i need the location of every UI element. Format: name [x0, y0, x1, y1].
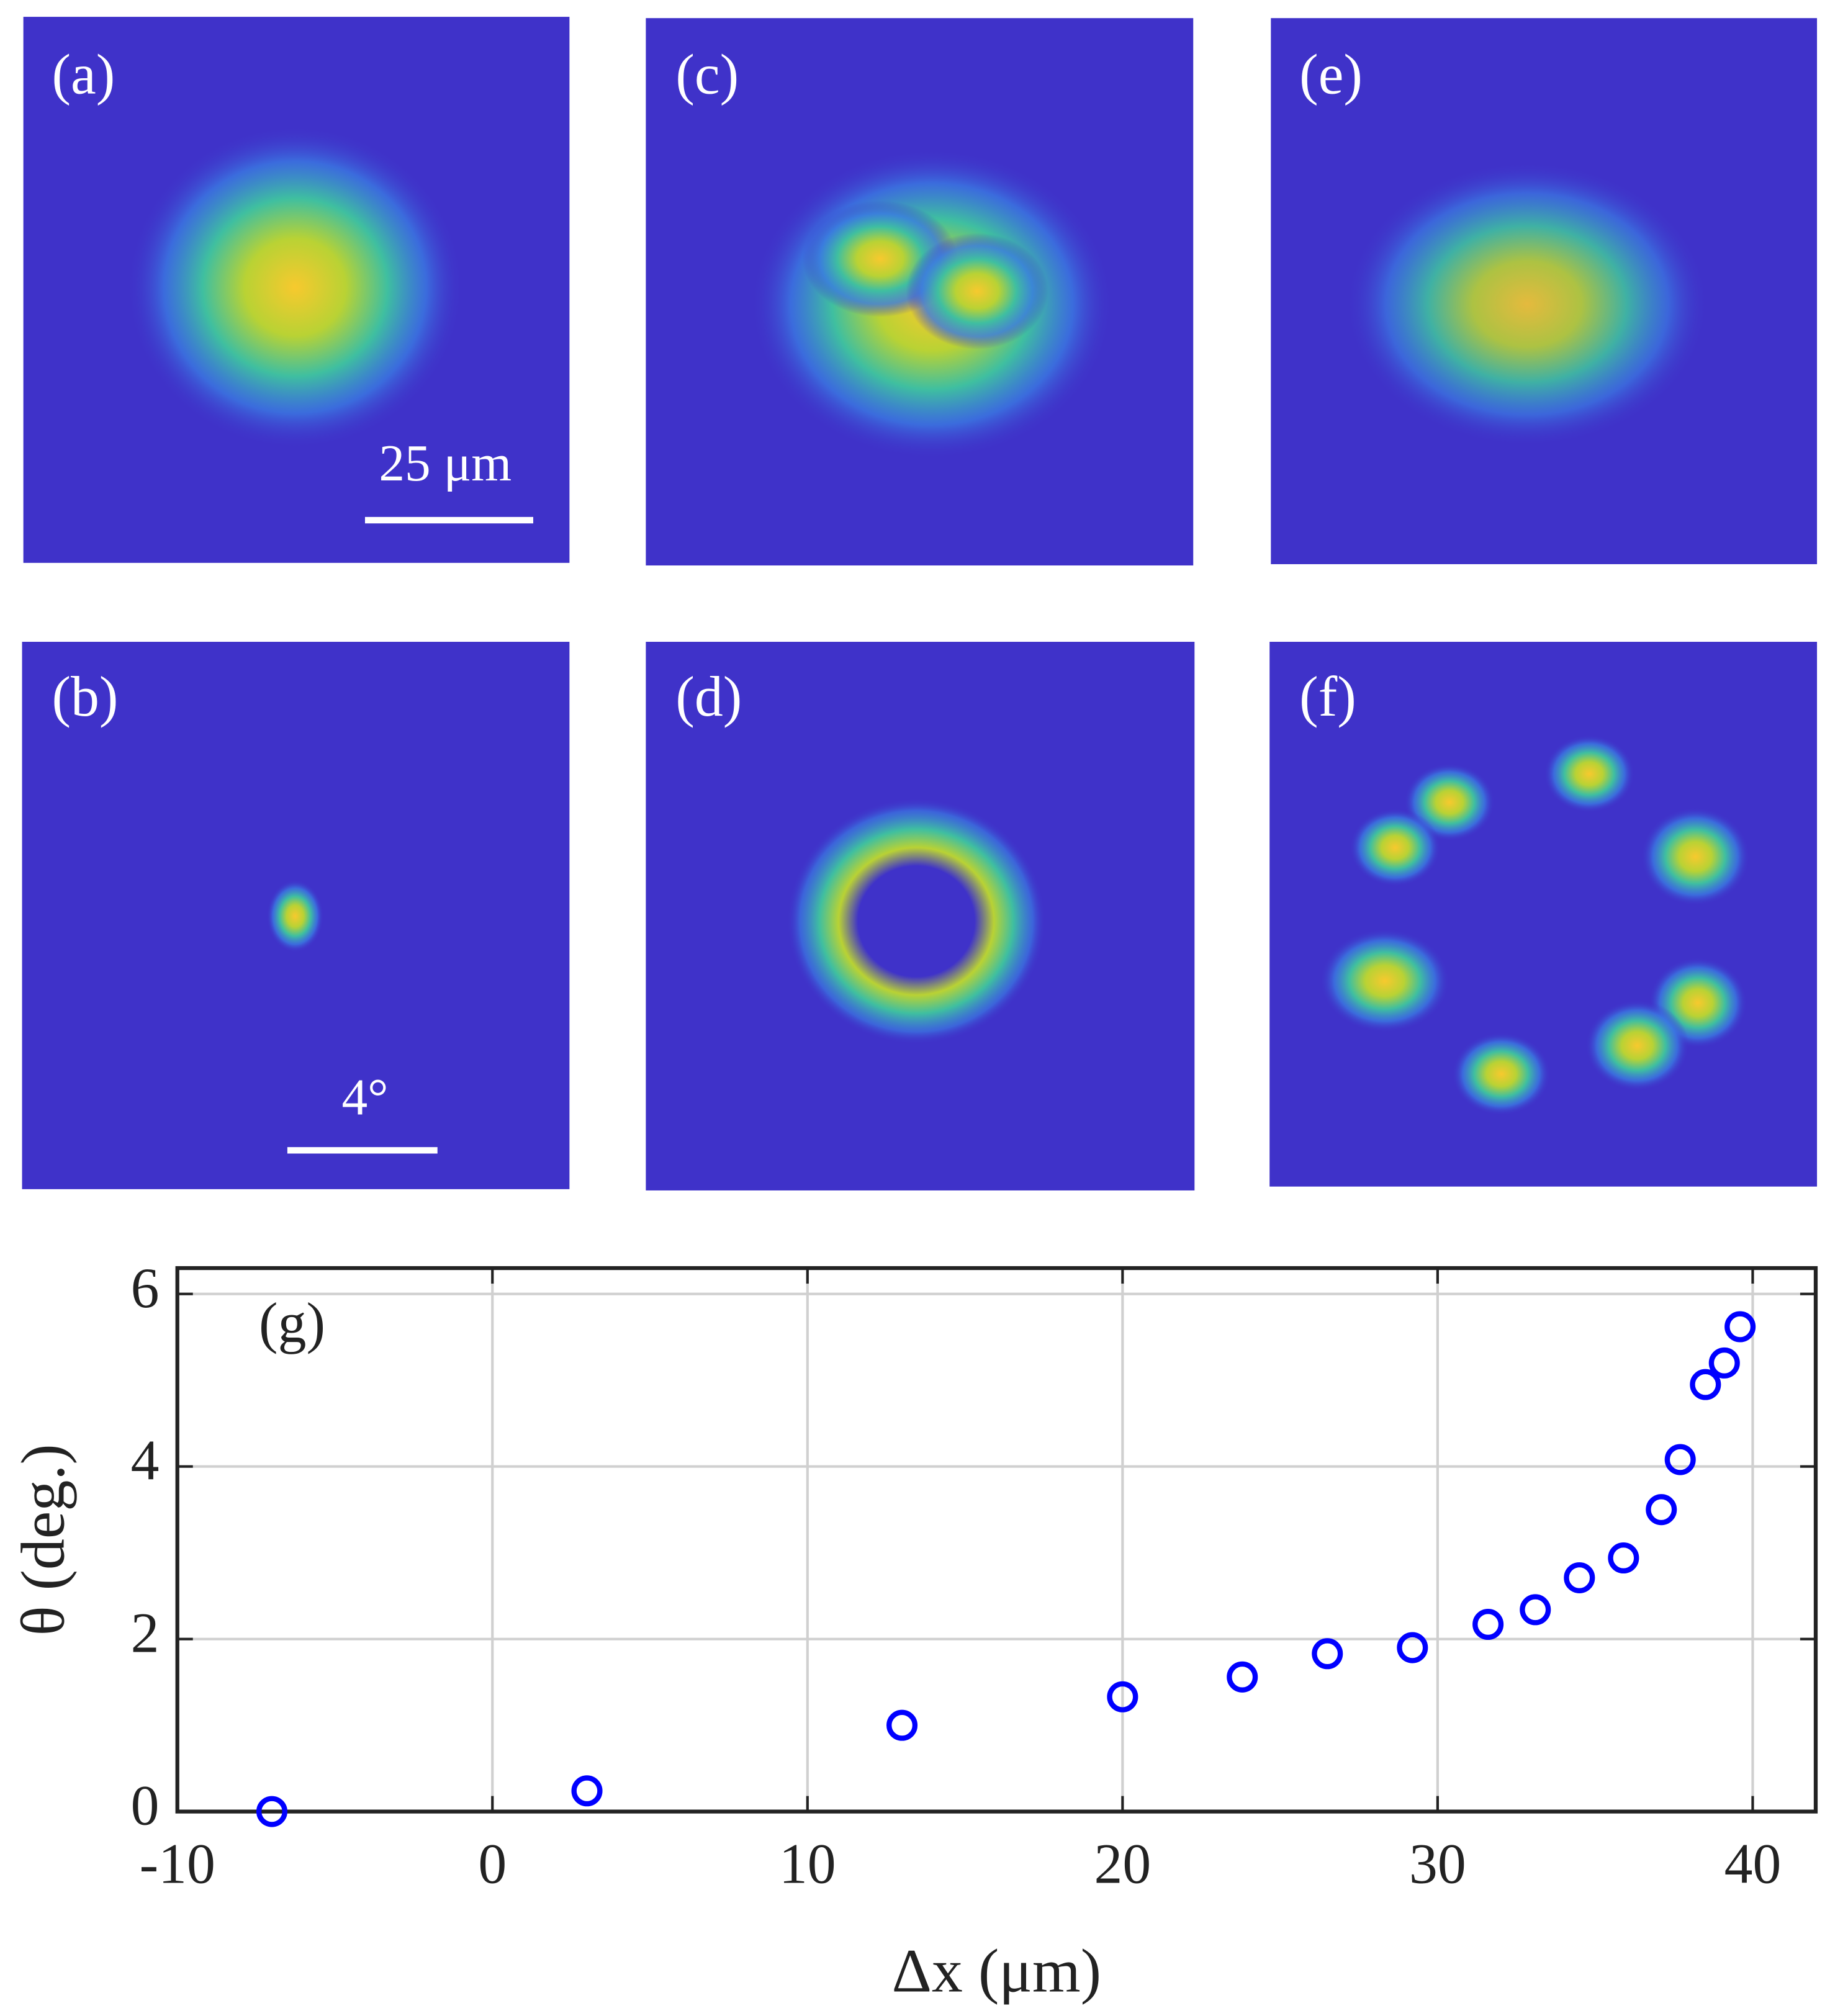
point: [1608, 1542, 1639, 1574]
ring-spots: [1320, 735, 1750, 1116]
point: [886, 1709, 918, 1741]
point: [1312, 1638, 1343, 1670]
x-tick-label: 20: [1094, 1832, 1151, 1895]
y-tick-label: 4: [131, 1429, 160, 1492]
image-f: [1269, 642, 1818, 1187]
panel-label: (d): [675, 665, 742, 728]
point: [1708, 1347, 1740, 1379]
panel-label: (c): [675, 42, 739, 106]
point: [1646, 1494, 1677, 1526]
spot: [266, 880, 324, 953]
beam: [127, 125, 464, 449]
point: [1664, 1444, 1696, 1475]
point: [1472, 1609, 1504, 1640]
ring: [787, 798, 1046, 1045]
plot-frame: [175, 1266, 1818, 1814]
point: [1227, 1661, 1258, 1693]
point: [1520, 1594, 1551, 1626]
point: [1724, 1311, 1756, 1343]
point: [1107, 1681, 1138, 1712]
lobe: [906, 233, 1048, 349]
x-tick-label: 40: [1724, 1832, 1782, 1895]
y-tick-label: 6: [131, 1256, 160, 1320]
point: [256, 1796, 287, 1827]
panel-label: (f): [1299, 665, 1356, 728]
annotation: (g): [259, 1291, 325, 1354]
y-tick-label: 0: [131, 1774, 160, 1837]
panel-label: (e): [1299, 42, 1363, 106]
y-tick-label: 2: [131, 1601, 160, 1665]
point: [1690, 1369, 1721, 1400]
x-tick-label: 10: [779, 1832, 836, 1895]
panel-label: (a): [52, 42, 115, 106]
point: [571, 1775, 603, 1807]
panel-label: (b): [52, 665, 118, 728]
speckle: [1346, 161, 1708, 447]
point: [1564, 1562, 1595, 1593]
scale-bar-label: 25 μm: [379, 435, 512, 492]
point: [1397, 1632, 1428, 1663]
x-tick-label: -10: [140, 1832, 215, 1895]
image-panels: (a) (b) (c) (d) (e) (f) 25 μm 4°: [22, 17, 1818, 1190]
x-axis-label: Δx (μm): [892, 1936, 1101, 2005]
scale-bar-label: 4°: [341, 1069, 388, 1126]
x-tick-label: 30: [1409, 1832, 1466, 1895]
x-tick-label: 0: [478, 1832, 507, 1895]
y-axis-label: θ (deg.): [8, 1444, 77, 1636]
